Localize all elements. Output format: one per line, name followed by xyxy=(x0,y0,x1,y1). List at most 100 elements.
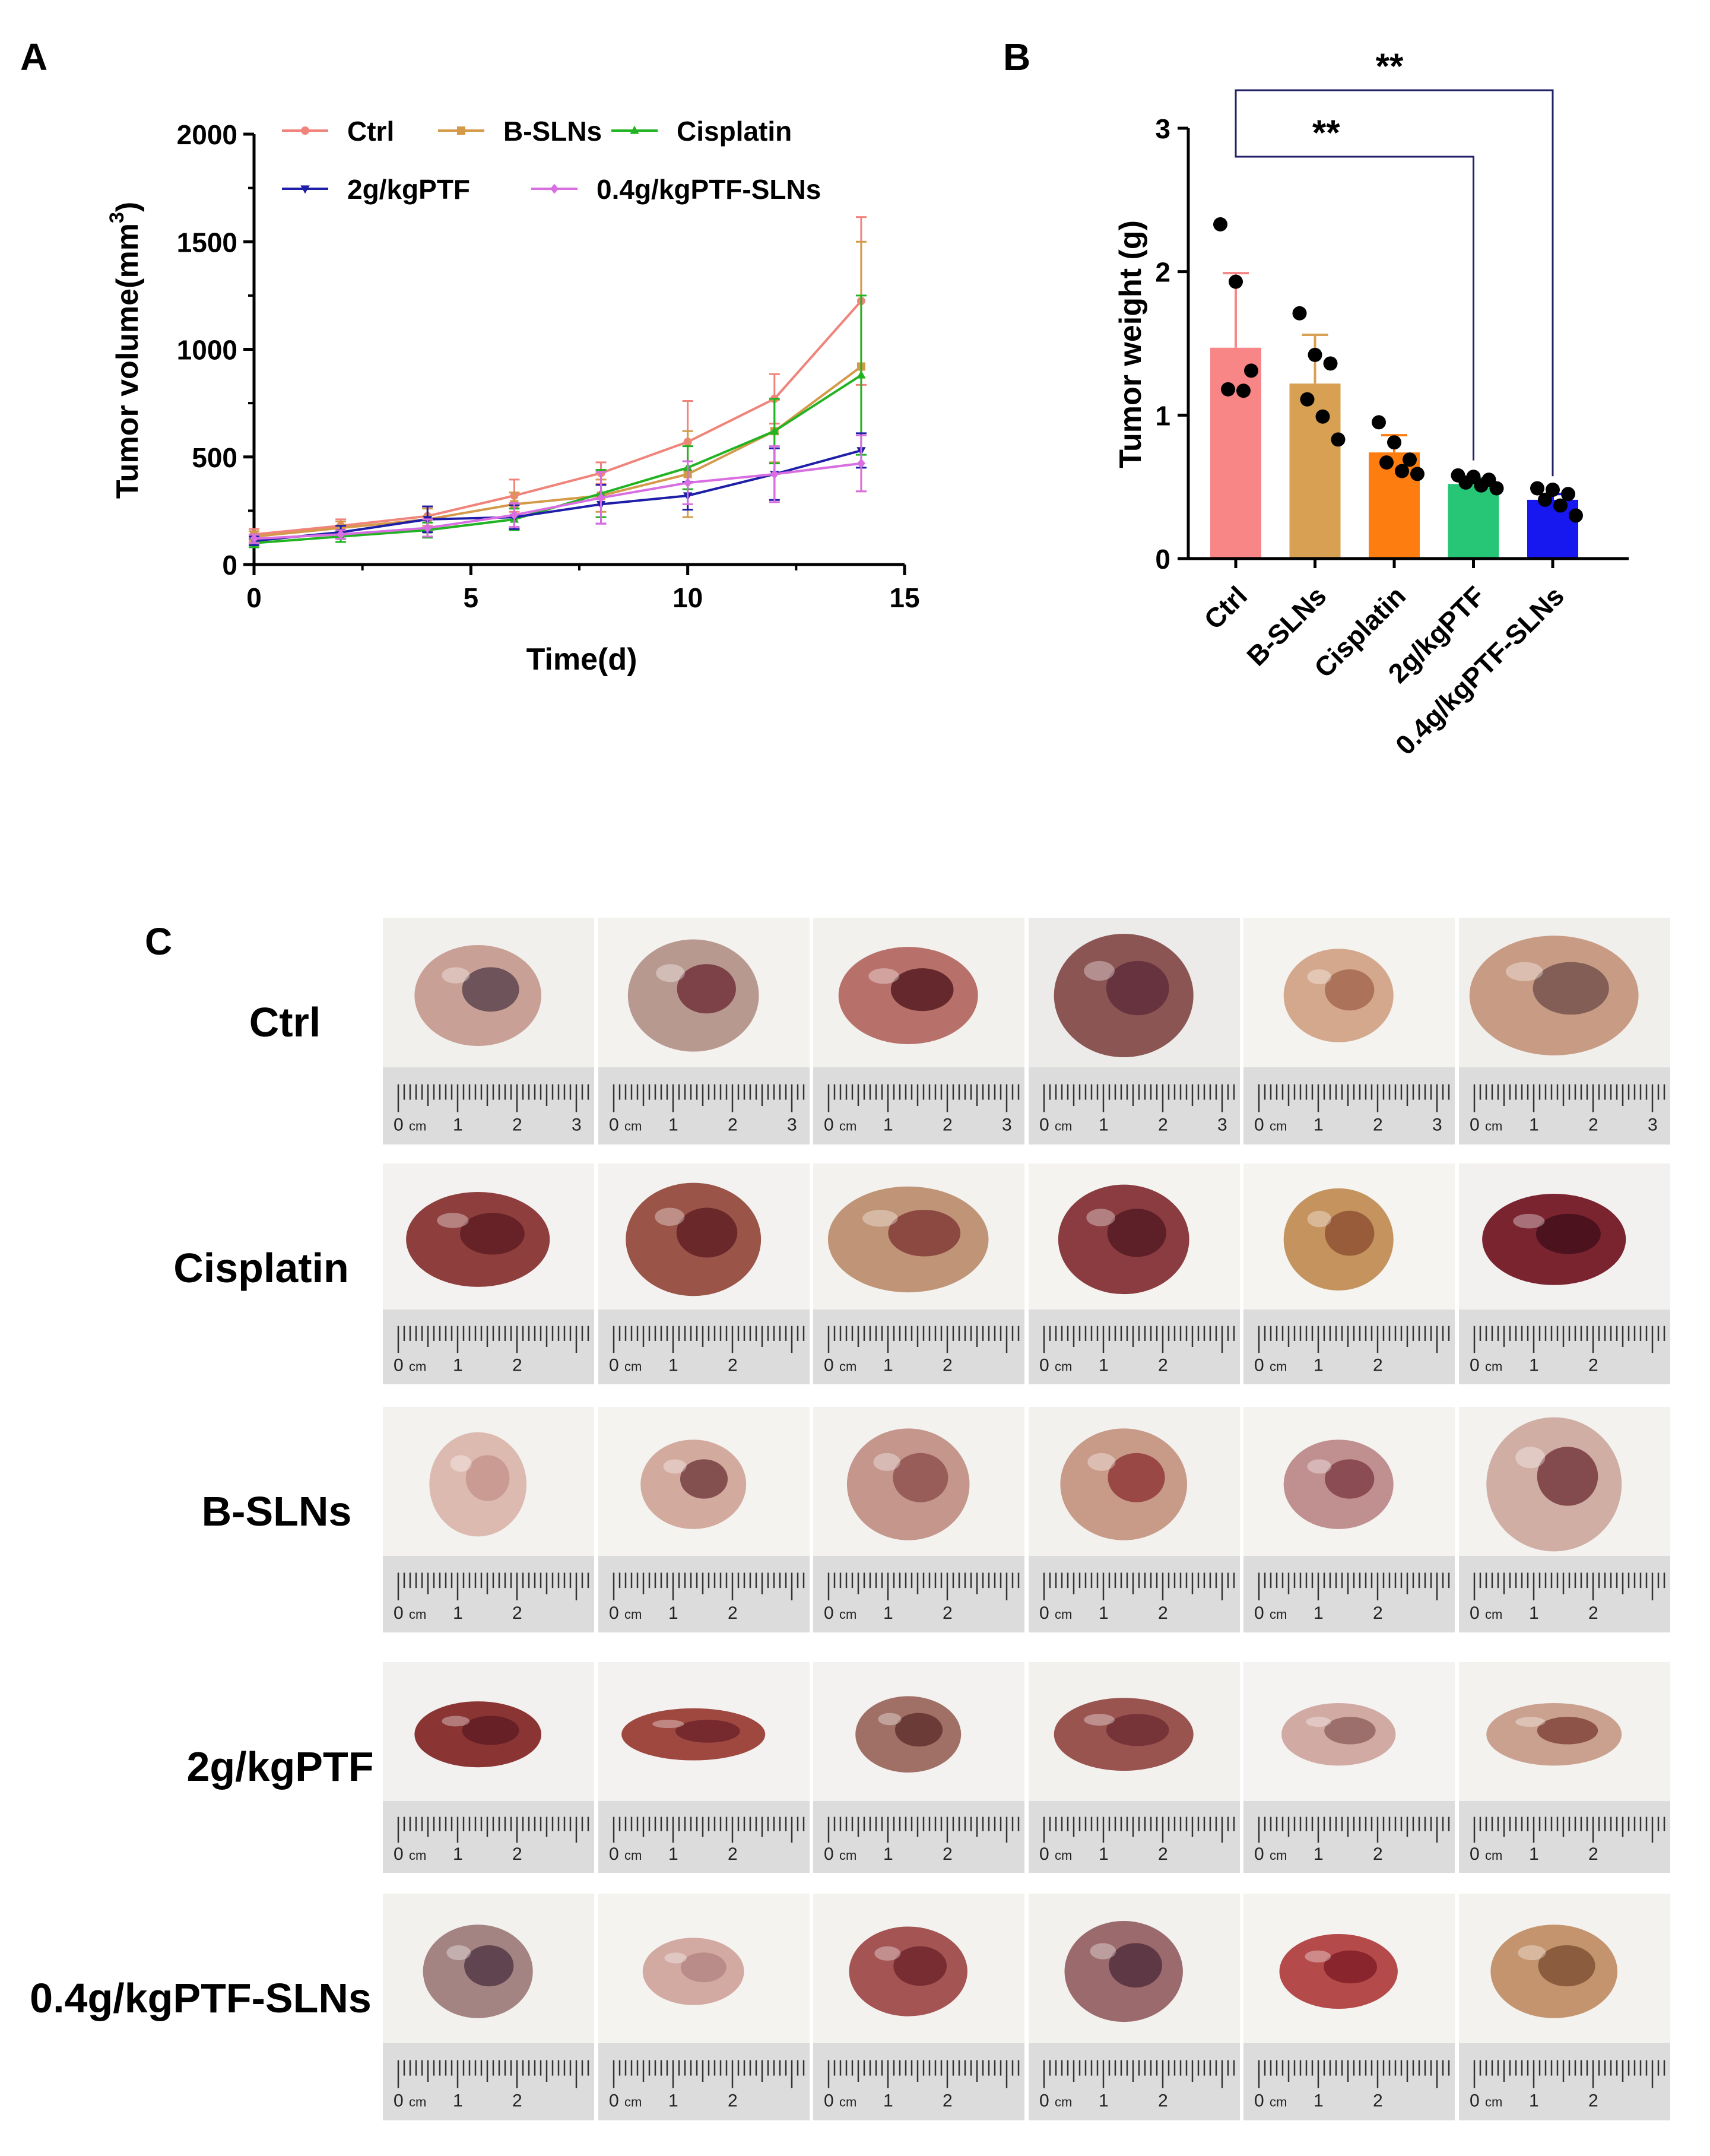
ruler-number-label: 2 xyxy=(1588,1603,1598,1623)
chart-a-series-line xyxy=(253,449,862,543)
tumor-dark-region xyxy=(1324,1717,1376,1745)
tumor-dark-region xyxy=(676,1207,738,1258)
ruler-number-label: 2 xyxy=(943,1115,953,1135)
ruler-number-label: 3 xyxy=(1648,1115,1658,1135)
ruler-zero-label: 0 xyxy=(1039,1844,1049,1864)
ruler-cm-label: cm xyxy=(1485,1359,1502,1374)
ruler-number-label: 1 xyxy=(668,1844,678,1864)
chart-b-data-point xyxy=(1553,498,1568,513)
panel-c-row-label: Ctrl xyxy=(249,999,321,1045)
ruler-cm-label: cm xyxy=(839,1119,856,1134)
ruler-zero-label: 0 xyxy=(609,1115,619,1135)
ruler-zero-label: 0 xyxy=(394,1603,404,1623)
tumor-highlight xyxy=(1307,1459,1332,1474)
ruler-number-label: 1 xyxy=(1099,1603,1109,1623)
tumor-dark-region xyxy=(1109,1943,1162,1988)
tumor-highlight xyxy=(878,1713,902,1726)
tumor-photo: 0 cm 1 2 xyxy=(1029,1894,1240,2120)
tumor-highlight xyxy=(442,967,470,984)
chart-a-point xyxy=(337,529,345,540)
ruler-zero-label: 0 xyxy=(1039,1603,1049,1623)
ruler-cm-label: cm xyxy=(624,1848,642,1863)
tumor-highlight xyxy=(442,1716,470,1727)
tumor-highlight xyxy=(1306,1717,1331,1727)
chart-a-legend-label: B-SLNs xyxy=(503,116,602,147)
panel-label-a: A xyxy=(20,36,47,78)
tumor-photo: 0 cm 1 2 xyxy=(598,1407,810,1632)
ruler-number-label: 3 xyxy=(787,1115,797,1135)
tumor-dark-region xyxy=(1535,1213,1601,1254)
ruler-number-label: 1 xyxy=(453,2091,463,2111)
tumor-dark-region xyxy=(462,967,519,1012)
ruler-number-label: 2 xyxy=(1158,1603,1168,1623)
ruler-zero-label: 0 xyxy=(609,1603,619,1623)
ruler-cm-label: cm xyxy=(409,1119,426,1134)
ruler-cm-label: cm xyxy=(1485,1119,1502,1134)
tumor-highlight xyxy=(1307,969,1332,985)
tumor-highlight xyxy=(663,1459,687,1474)
chart-a-y-tick-label: 1000 xyxy=(177,335,237,366)
chart-b-data-point xyxy=(1458,475,1473,490)
chart-b-bracket-line xyxy=(1235,89,1554,477)
ruler-number-label: 2 xyxy=(728,1355,738,1375)
ruler-zero-label: 0 xyxy=(824,1115,834,1135)
ruler-number-label: 2 xyxy=(1373,1115,1383,1135)
ruler-number-label: 1 xyxy=(1529,2091,1539,2111)
chart-b-significance-label: ** xyxy=(1312,113,1340,153)
ruler-cm-label: cm xyxy=(409,2095,426,2110)
ruler-zero-label: 0 xyxy=(1254,1603,1264,1623)
ruler-cm-label: cm xyxy=(839,2095,856,2110)
chart-a-legend-entry: 2g/kgPTF xyxy=(282,174,470,205)
chart-b-y-tick-label: 1 xyxy=(1155,400,1170,431)
tumor-dark-region xyxy=(1108,1453,1165,1502)
ruler-zero-label: 0 xyxy=(1039,2091,1049,2111)
ruler-zero-label: 0 xyxy=(1254,1844,1264,1864)
tumor-photo: 0 cm 1 2 3 xyxy=(598,918,810,1144)
tumor-highlight xyxy=(873,1453,900,1471)
ruler-number-label: 2 xyxy=(512,1115,522,1135)
chart-a-point xyxy=(250,534,258,544)
chart-b-y-axis-label: Tumor weight (g) xyxy=(1113,220,1148,468)
tumor-photo: 0 cm 1 2 xyxy=(1243,1163,1455,1384)
tumor-photo: 0 cm 1 2 xyxy=(813,1407,1024,1632)
ruler-zero-label: 0 xyxy=(824,2091,834,2111)
ruler-number-label: 2 xyxy=(943,1603,953,1623)
chart-a-legend-marker xyxy=(457,126,465,135)
chart-a-point xyxy=(597,493,605,503)
tumor-highlight xyxy=(1084,1714,1115,1726)
tumor-dark-region xyxy=(465,1455,510,1501)
chart-b-data-point xyxy=(1395,464,1409,478)
tumor-dark-region xyxy=(464,1945,514,1987)
ruler-number-label: 2 xyxy=(1373,2091,1383,2111)
ruler-zero-label: 0 xyxy=(394,2091,404,2111)
chart-b-y-tick-label: 0 xyxy=(1155,544,1170,575)
ruler-zero-label: 0 xyxy=(394,1115,404,1135)
chart-b-data-point xyxy=(1229,274,1243,289)
ruler-number-label: 2 xyxy=(943,1844,953,1864)
ruler-number-label: 1 xyxy=(668,1355,678,1375)
ruler-number-label: 1 xyxy=(1529,1355,1539,1375)
chart-b-bars xyxy=(1210,272,1578,559)
ruler-number-label: 1 xyxy=(1529,1603,1539,1623)
ruler-number-label: 1 xyxy=(1099,1355,1109,1375)
ruler-number-label: 2 xyxy=(728,2091,738,2111)
chart-a-x-tick-label: 5 xyxy=(464,582,479,613)
ruler-zero-label: 0 xyxy=(1470,1603,1480,1623)
tumor-photo: 0 cm 1 2 3 xyxy=(813,918,1024,1144)
ruler xyxy=(813,2043,1024,2120)
chart-a-legend-entry: Cisplatin xyxy=(611,116,792,147)
ruler-number-label: 1 xyxy=(1529,1115,1539,1135)
chart-b-data-point xyxy=(1213,217,1227,232)
chart-a-legend-label: Ctrl xyxy=(347,116,394,147)
ruler-number-label: 2 xyxy=(1373,1844,1383,1864)
chart-a-point xyxy=(770,426,779,435)
tumor-photo: 0 cm 1 2 xyxy=(1029,1407,1240,1632)
tumor-photo: 0 cm 1 2 xyxy=(1029,1163,1240,1384)
ruler-cm-label: cm xyxy=(1055,1848,1072,1863)
chart-b-data-point xyxy=(1300,392,1315,407)
chart-a-point xyxy=(510,510,519,521)
ruler-cm-label: cm xyxy=(624,2095,642,2110)
panel-c-row-label: Cisplatin xyxy=(173,1245,349,1291)
chart-a-point xyxy=(856,370,866,379)
